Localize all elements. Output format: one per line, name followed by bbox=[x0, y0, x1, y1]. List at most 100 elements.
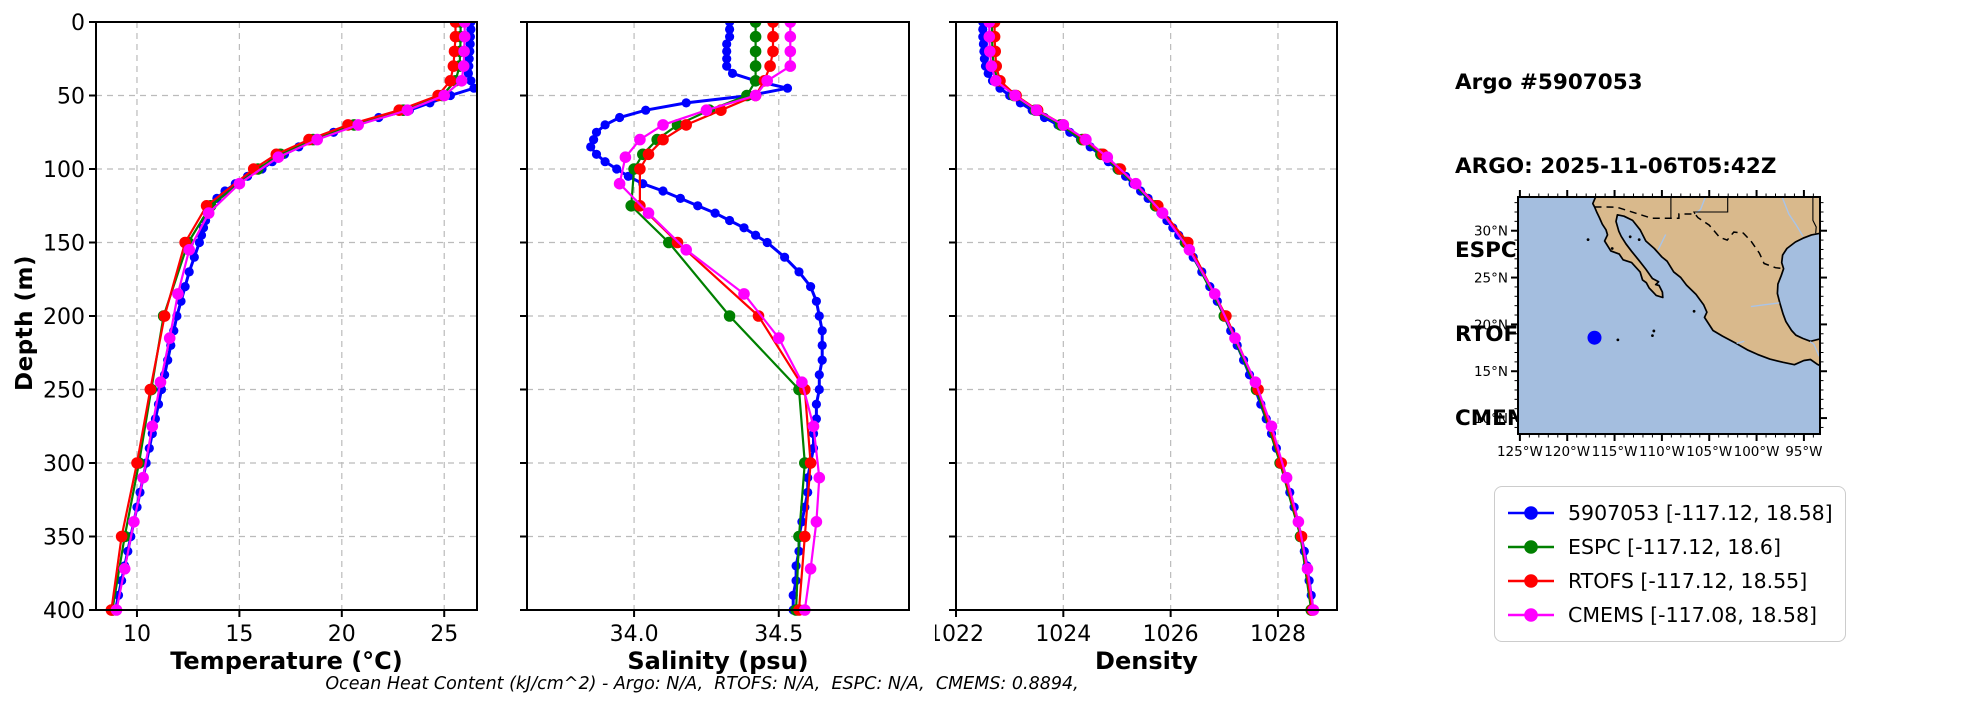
series-marker-cmems bbox=[773, 332, 785, 344]
float-title: Argo #5907053 bbox=[1455, 70, 1643, 95]
svg-text:105°W: 105°W bbox=[1686, 444, 1732, 460]
series-marker-cmems bbox=[1030, 104, 1043, 116]
series-marker-cmems bbox=[146, 420, 159, 433]
svg-text:10°N: 10°N bbox=[1474, 411, 1508, 427]
series-marker-cmems bbox=[163, 332, 176, 344]
river bbox=[1781, 197, 1804, 237]
series-marker-espc bbox=[723, 310, 736, 322]
series-marker-argo bbox=[612, 164, 622, 174]
series-marker-cmems bbox=[983, 30, 996, 43]
series-marker-rtofs bbox=[642, 148, 655, 161]
series-marker-argo bbox=[465, 39, 475, 49]
series-marker-cmems bbox=[1265, 420, 1278, 433]
series-marker-argo bbox=[725, 24, 735, 34]
legend-label: RTOFS [-117.12, 18.55] bbox=[1568, 569, 1808, 593]
series-marker-cmems bbox=[438, 89, 451, 102]
series-marker-cmems bbox=[154, 376, 167, 389]
island bbox=[1692, 309, 1696, 313]
svg-text:20: 20 bbox=[328, 622, 356, 647]
series-marker-cmems bbox=[700, 104, 713, 116]
legend-marker-icon bbox=[1508, 608, 1554, 622]
island bbox=[1637, 238, 1641, 242]
series-marker-cmems bbox=[1183, 244, 1196, 256]
series-marker-rtofs bbox=[115, 530, 128, 543]
series-marker-rtofs bbox=[144, 383, 157, 396]
series-marker-argo bbox=[782, 83, 793, 93]
series-marker-cmems bbox=[784, 45, 797, 58]
legend-label: 5907053 [-117.12, 18.58] bbox=[1568, 501, 1833, 525]
svg-text:10: 10 bbox=[123, 622, 151, 647]
series-marker-argo bbox=[817, 326, 827, 336]
series-marker-rtofs bbox=[444, 75, 457, 87]
series-marker-cmems bbox=[1130, 177, 1142, 190]
svg-text:50: 50 bbox=[57, 85, 85, 110]
series-marker-cmems bbox=[183, 244, 195, 256]
legend-marker-icon bbox=[1508, 506, 1554, 520]
series-marker-cmems bbox=[680, 244, 692, 256]
series-marker-argo bbox=[194, 237, 204, 248]
series-marker-argo bbox=[681, 98, 691, 108]
series-marker-argo bbox=[586, 142, 596, 152]
series-marker-cmems bbox=[1292, 516, 1305, 528]
temperature-profile-chart: 10 15 20 25050100150200250300350400Temperat… bbox=[43, 11, 478, 675]
series-marker-argo bbox=[791, 561, 801, 571]
series-marker-argo bbox=[658, 186, 668, 196]
series-marker-cmems bbox=[642, 207, 655, 219]
timestamp-argo: ARGO: 2025-11-06T05:42Z bbox=[1455, 154, 1777, 179]
series-marker-argo bbox=[180, 282, 190, 292]
series-marker-argo bbox=[780, 252, 790, 262]
series-marker-argo bbox=[811, 399, 821, 409]
series-marker-argo bbox=[591, 149, 602, 159]
series-marker-cmems bbox=[128, 516, 140, 528]
location-map: 125°W 120°W 115°W 110°W 105°W 100°W 95°W 30°N 25… bbox=[1474, 190, 1827, 460]
series-marker-cmems bbox=[784, 30, 797, 43]
series-marker-cmems bbox=[1080, 133, 1092, 146]
axis-title: Salinity (psu) bbox=[627, 647, 808, 675]
axis-title: Density bbox=[1095, 647, 1198, 675]
series-marker-cmems bbox=[457, 60, 470, 72]
series-marker-cmems bbox=[172, 288, 184, 300]
series-marker-argo bbox=[722, 46, 732, 57]
series-marker-cmems bbox=[657, 119, 669, 131]
svg-text:120°W: 120°W bbox=[1544, 444, 1590, 460]
series-marker-argo bbox=[623, 171, 633, 181]
series-marker-cmems bbox=[1249, 376, 1262, 389]
series-marker-argo bbox=[751, 230, 761, 240]
density-profile-chart: 1022 1024 1026 1028 Density bbox=[935, 21, 1338, 675]
series-marker-cmems bbox=[749, 89, 762, 102]
series-marker-cmems bbox=[1156, 207, 1169, 219]
island bbox=[1616, 338, 1620, 342]
legend-label: ESPC [-117.12, 18.6] bbox=[1568, 535, 1781, 559]
svg-text:0: 0 bbox=[71, 11, 85, 36]
series-marker-espc bbox=[663, 236, 675, 249]
series-marker-cmems bbox=[272, 151, 285, 163]
series-marker-cmems bbox=[738, 288, 750, 300]
series-marker-argo bbox=[641, 105, 651, 115]
series-marker-argo bbox=[466, 24, 476, 34]
legend-label: CMEMS [-117.08, 18.58] bbox=[1568, 603, 1818, 627]
series-marker-argo bbox=[817, 340, 827, 350]
series-marker-cmems bbox=[813, 471, 826, 484]
river bbox=[1809, 341, 1820, 357]
svg-text:350: 350 bbox=[43, 526, 85, 551]
series-marker-cmems bbox=[984, 45, 996, 58]
series-marker-argo bbox=[600, 120, 610, 130]
gridlines bbox=[96, 22, 477, 610]
series-marker-argo bbox=[189, 252, 199, 262]
svg-text:30°N: 30°N bbox=[1474, 224, 1508, 240]
svg-text:100°W: 100°W bbox=[1734, 444, 1780, 460]
series-marker-argo bbox=[591, 127, 602, 137]
series-marker-cmems bbox=[796, 376, 808, 389]
profile-series bbox=[105, 21, 478, 616]
country-border bbox=[1594, 206, 1784, 270]
svg-text:1026: 1026 bbox=[1143, 622, 1199, 647]
series-marker-argo bbox=[615, 112, 625, 123]
series-marker-argo bbox=[469, 83, 478, 93]
svg-text:100: 100 bbox=[43, 158, 85, 183]
series-marker-cmems bbox=[202, 207, 215, 219]
series-marker-cmems bbox=[455, 75, 468, 87]
svg-text:25: 25 bbox=[430, 622, 458, 647]
series-marker-espc bbox=[749, 60, 762, 72]
